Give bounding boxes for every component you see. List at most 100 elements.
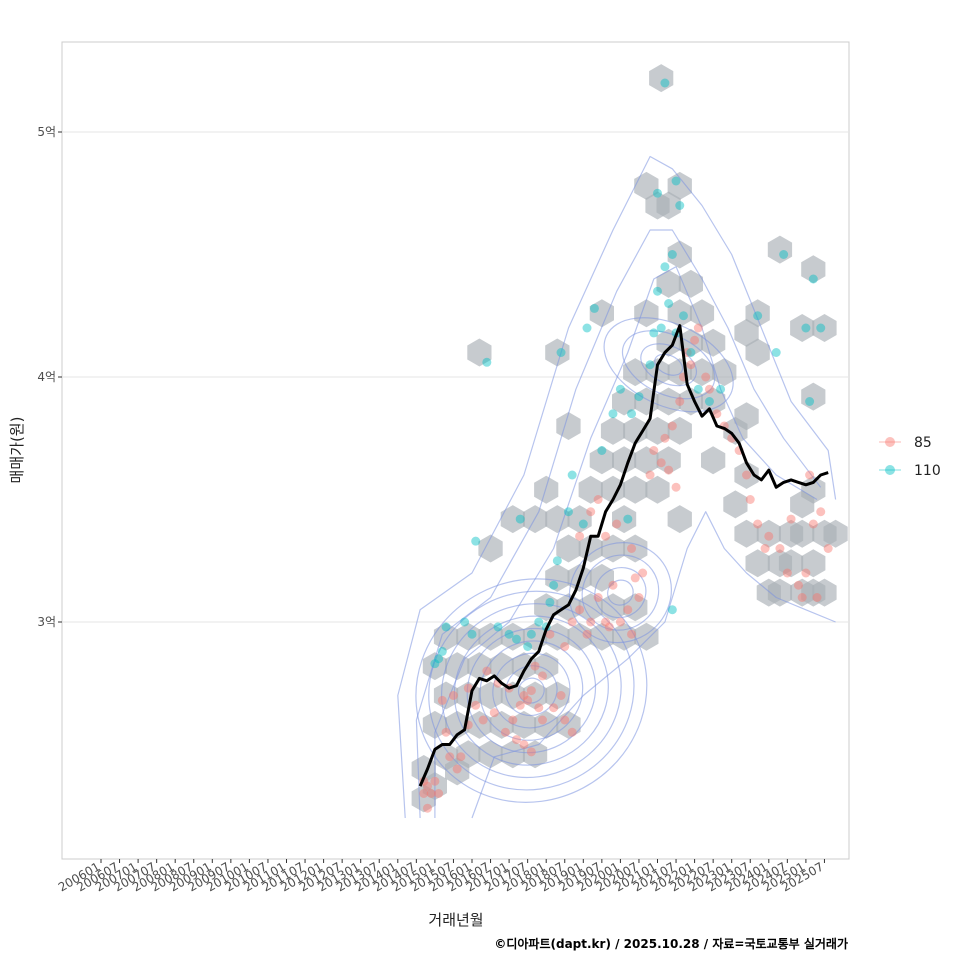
- point-series-85: [745, 495, 755, 504]
- point-series-110: [686, 348, 696, 357]
- point-series-85: [601, 617, 611, 627]
- contour-ring: [568, 542, 672, 644]
- point-series-85: [556, 691, 566, 700]
- point-series-110: [753, 311, 763, 321]
- point-series-85: [801, 568, 811, 578]
- point-series-85: [742, 470, 752, 480]
- point-series-110: [653, 286, 662, 296]
- hexbin-cell: [634, 171, 659, 200]
- hexbin-cell: [545, 505, 570, 534]
- hexbin-cell: [734, 519, 759, 548]
- point-series-85: [604, 622, 614, 632]
- hexbin-cell: [511, 710, 537, 739]
- hexbin-cell: [478, 534, 503, 563]
- hexbin-cell: [812, 314, 837, 342]
- contour-line: [434, 266, 818, 818]
- point-series-85: [489, 708, 499, 718]
- point-series-85: [808, 519, 818, 529]
- hexbin-cell: [778, 549, 804, 578]
- hexbin-cell: [667, 240, 692, 269]
- hexbin-cell: [812, 578, 837, 607]
- point-series-85: [560, 642, 570, 651]
- point-series-85: [437, 695, 447, 705]
- hexbin-cell: [801, 255, 826, 284]
- point-series-85: [519, 740, 529, 749]
- point-series-85: [593, 495, 603, 504]
- point-series-85: [523, 695, 533, 705]
- point-series-85: [537, 715, 547, 725]
- hexbin-cell: [734, 402, 759, 431]
- point-series-110: [523, 642, 533, 651]
- point-series-110: [779, 250, 789, 259]
- hexbin-cell: [467, 710, 492, 739]
- hexbin-cell: [667, 416, 692, 445]
- point-series-85: [786, 514, 796, 524]
- hexbin-cell: [701, 387, 726, 416]
- point-series-110: [660, 262, 670, 272]
- hexbin-cell: [612, 387, 637, 416]
- hexbin-cell: [745, 299, 770, 328]
- trend-line: [418, 324, 829, 787]
- point-series-110: [667, 250, 677, 259]
- point-series-85: [593, 593, 603, 602]
- point-series-110: [441, 622, 451, 632]
- point-series-110: [582, 323, 592, 333]
- point-series-85: [448, 691, 458, 700]
- point-series-110: [567, 470, 577, 480]
- hexbin-cell: [489, 710, 514, 739]
- point-series-110: [649, 328, 659, 338]
- point-series-85: [693, 323, 703, 333]
- point-series-85: [512, 735, 522, 745]
- hexbin-cell: [823, 519, 848, 548]
- point-series-85: [441, 727, 451, 737]
- point-series-85: [567, 727, 577, 737]
- point-series-110: [716, 384, 726, 394]
- hexbin-cell: [656, 269, 681, 298]
- y-tick-label: 3억: [37, 615, 56, 629]
- point-series-110: [549, 580, 559, 590]
- point-series-85: [627, 629, 637, 639]
- point-series-85: [667, 421, 677, 431]
- point-series-110: [805, 397, 815, 406]
- hexbin-cell: [545, 681, 570, 710]
- point-series-110: [467, 629, 477, 639]
- hexbin-cell: [801, 549, 826, 578]
- point-series-85: [823, 544, 833, 553]
- hexbin-cell: [723, 490, 748, 519]
- point-series-110: [545, 597, 555, 607]
- contour-ring: [479, 640, 584, 741]
- contour-ring: [581, 554, 660, 631]
- point-series-110: [504, 629, 514, 639]
- hexbin-cell: [701, 446, 726, 475]
- point-series-110: [704, 397, 714, 406]
- point-series-85: [797, 593, 807, 602]
- point-series-85: [575, 605, 585, 615]
- contour-ring: [466, 627, 597, 754]
- contour-ring: [594, 567, 647, 619]
- point-series-110: [552, 556, 562, 566]
- point-series-110: [660, 78, 670, 88]
- contour-ring: [517, 677, 545, 704]
- hexbin-cell: [645, 475, 670, 504]
- hexbin-cell: [534, 475, 559, 504]
- hexbin-cell: [667, 299, 692, 328]
- point-series-110: [430, 659, 440, 669]
- legend: 85 110: [879, 435, 941, 479]
- hexbin-cell: [734, 318, 759, 347]
- point-series-85: [419, 789, 429, 798]
- point-series-85: [586, 617, 596, 627]
- contour-ring: [415, 578, 648, 803]
- point-series-85: [422, 781, 432, 791]
- hexbin-cell: [756, 519, 781, 548]
- point-series-110: [471, 536, 481, 546]
- contour-ring: [654, 353, 684, 376]
- hexbin-cell: [612, 505, 637, 534]
- hexbin-cell: [667, 171, 692, 200]
- point-series-85: [664, 465, 674, 475]
- hexbin-cell: [689, 358, 715, 387]
- point-series-85: [508, 715, 518, 725]
- hexbin-cell: [801, 382, 826, 411]
- hexbin-cell: [456, 740, 481, 769]
- legend-label-85: 85: [914, 435, 932, 451]
- hexbin-cell: [467, 652, 492, 681]
